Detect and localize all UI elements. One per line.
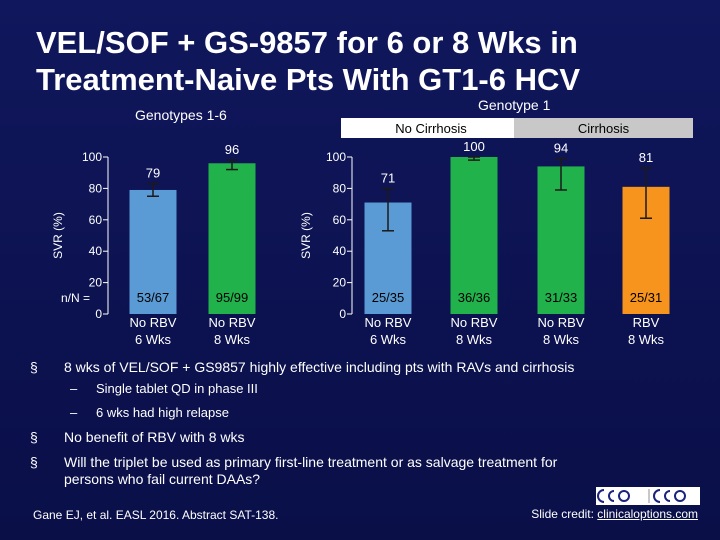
category-label: 6 Wks — [135, 332, 172, 347]
category-label: No RBV — [538, 315, 585, 330]
n-label: 53/67 — [137, 290, 170, 305]
bar — [208, 163, 256, 314]
title-line-1: VEL/SOF + GS-9857 for 6 or 8 Wks in — [36, 25, 578, 60]
category-label: 8 Wks — [628, 332, 665, 347]
data-label: 100 — [463, 139, 485, 154]
category-label: No RBV — [130, 315, 177, 330]
data-label: 96 — [225, 142, 239, 157]
y-tick-label: 40 — [333, 244, 347, 258]
citation: Gane EJ, et al. EASL 2016. Abstract SAT-… — [33, 508, 279, 522]
y-tick-label: 60 — [89, 213, 103, 227]
n-label: 25/31 — [630, 290, 663, 305]
data-label: 81 — [639, 150, 653, 165]
y-tick-label: 80 — [89, 181, 103, 195]
n-label: 25/35 — [372, 290, 405, 305]
chart2-title: Genotype 1 — [478, 97, 551, 113]
group-header-box — [341, 118, 521, 138]
data-label: 94 — [554, 141, 568, 156]
n-label: 31/33 — [545, 290, 578, 305]
bullet-marker: § — [30, 429, 38, 445]
category-label: 8 Wks — [214, 332, 251, 347]
clinical-care-options-logo-icon — [596, 487, 700, 505]
y-tick-label: 20 — [89, 276, 103, 290]
y-tick-label: 100 — [82, 150, 102, 164]
slide-title: VEL/SOF + GS-9857 for 6 or 8 Wks in Trea… — [36, 24, 696, 98]
y-tick-label: 40 — [89, 244, 103, 258]
bullet-text: Will the triplet be used as primary firs… — [64, 454, 558, 470]
category-label: No RBV — [209, 315, 256, 330]
n-prefix-label: n/N = — [61, 291, 90, 305]
dash-marker: – — [70, 405, 78, 420]
slide-credit: Slide credit: clinicaloptions.com — [531, 507, 698, 521]
y-tick-label: 0 — [339, 307, 346, 321]
y-tick-label: 80 — [333, 181, 347, 195]
bullet-text: No benefit of RBV with 8 wks — [64, 429, 245, 445]
category-label: 8 Wks — [543, 332, 580, 347]
data-label: 71 — [381, 170, 395, 185]
category-label: 6 Wks — [370, 332, 407, 347]
y-tick-label: 0 — [95, 307, 102, 321]
y-tick-label: 100 — [326, 150, 346, 164]
title-line-2: Treatment-Naive Pts With GT1-6 HCV — [36, 62, 581, 97]
y-tick-label: 20 — [333, 276, 347, 290]
bullet-text: Single tablet QD in phase III — [96, 381, 258, 396]
bullet-marker: § — [30, 454, 38, 470]
bullet-marker: § — [30, 359, 38, 375]
bullet-text: 8 wks of VEL/SOF + GS9857 highly effecti… — [64, 359, 575, 375]
y-tick-label: 60 — [333, 213, 347, 227]
category-label: No RBV — [451, 315, 498, 330]
bullet-text: persons who fail current DAAs? — [64, 471, 261, 487]
group-header-box — [514, 118, 693, 138]
bar — [129, 189, 177, 314]
credit-prefix: Slide credit: — [531, 507, 598, 521]
y-axis-label: SVR (%) — [51, 212, 65, 259]
credit-link[interactable]: clinicaloptions.com — [597, 507, 698, 521]
category-label: 8 Wks — [456, 332, 493, 347]
group-header-label: Cirrhosis — [578, 121, 630, 136]
category-label: RBV — [633, 315, 660, 330]
n-label: 36/36 — [458, 290, 491, 305]
dash-marker: – — [70, 381, 78, 396]
bar — [537, 166, 585, 314]
category-label: No RBV — [365, 315, 412, 330]
bullet-text: 6 wks had high relapse — [96, 405, 229, 420]
data-label: 79 — [146, 166, 160, 181]
y-axis-label: SVR (%) — [299, 212, 313, 259]
chart1-title: Genotypes 1-6 — [135, 107, 227, 123]
group-header-label: No Cirrhosis — [395, 121, 467, 136]
bar — [450, 157, 498, 314]
n-label: 95/99 — [216, 290, 249, 305]
